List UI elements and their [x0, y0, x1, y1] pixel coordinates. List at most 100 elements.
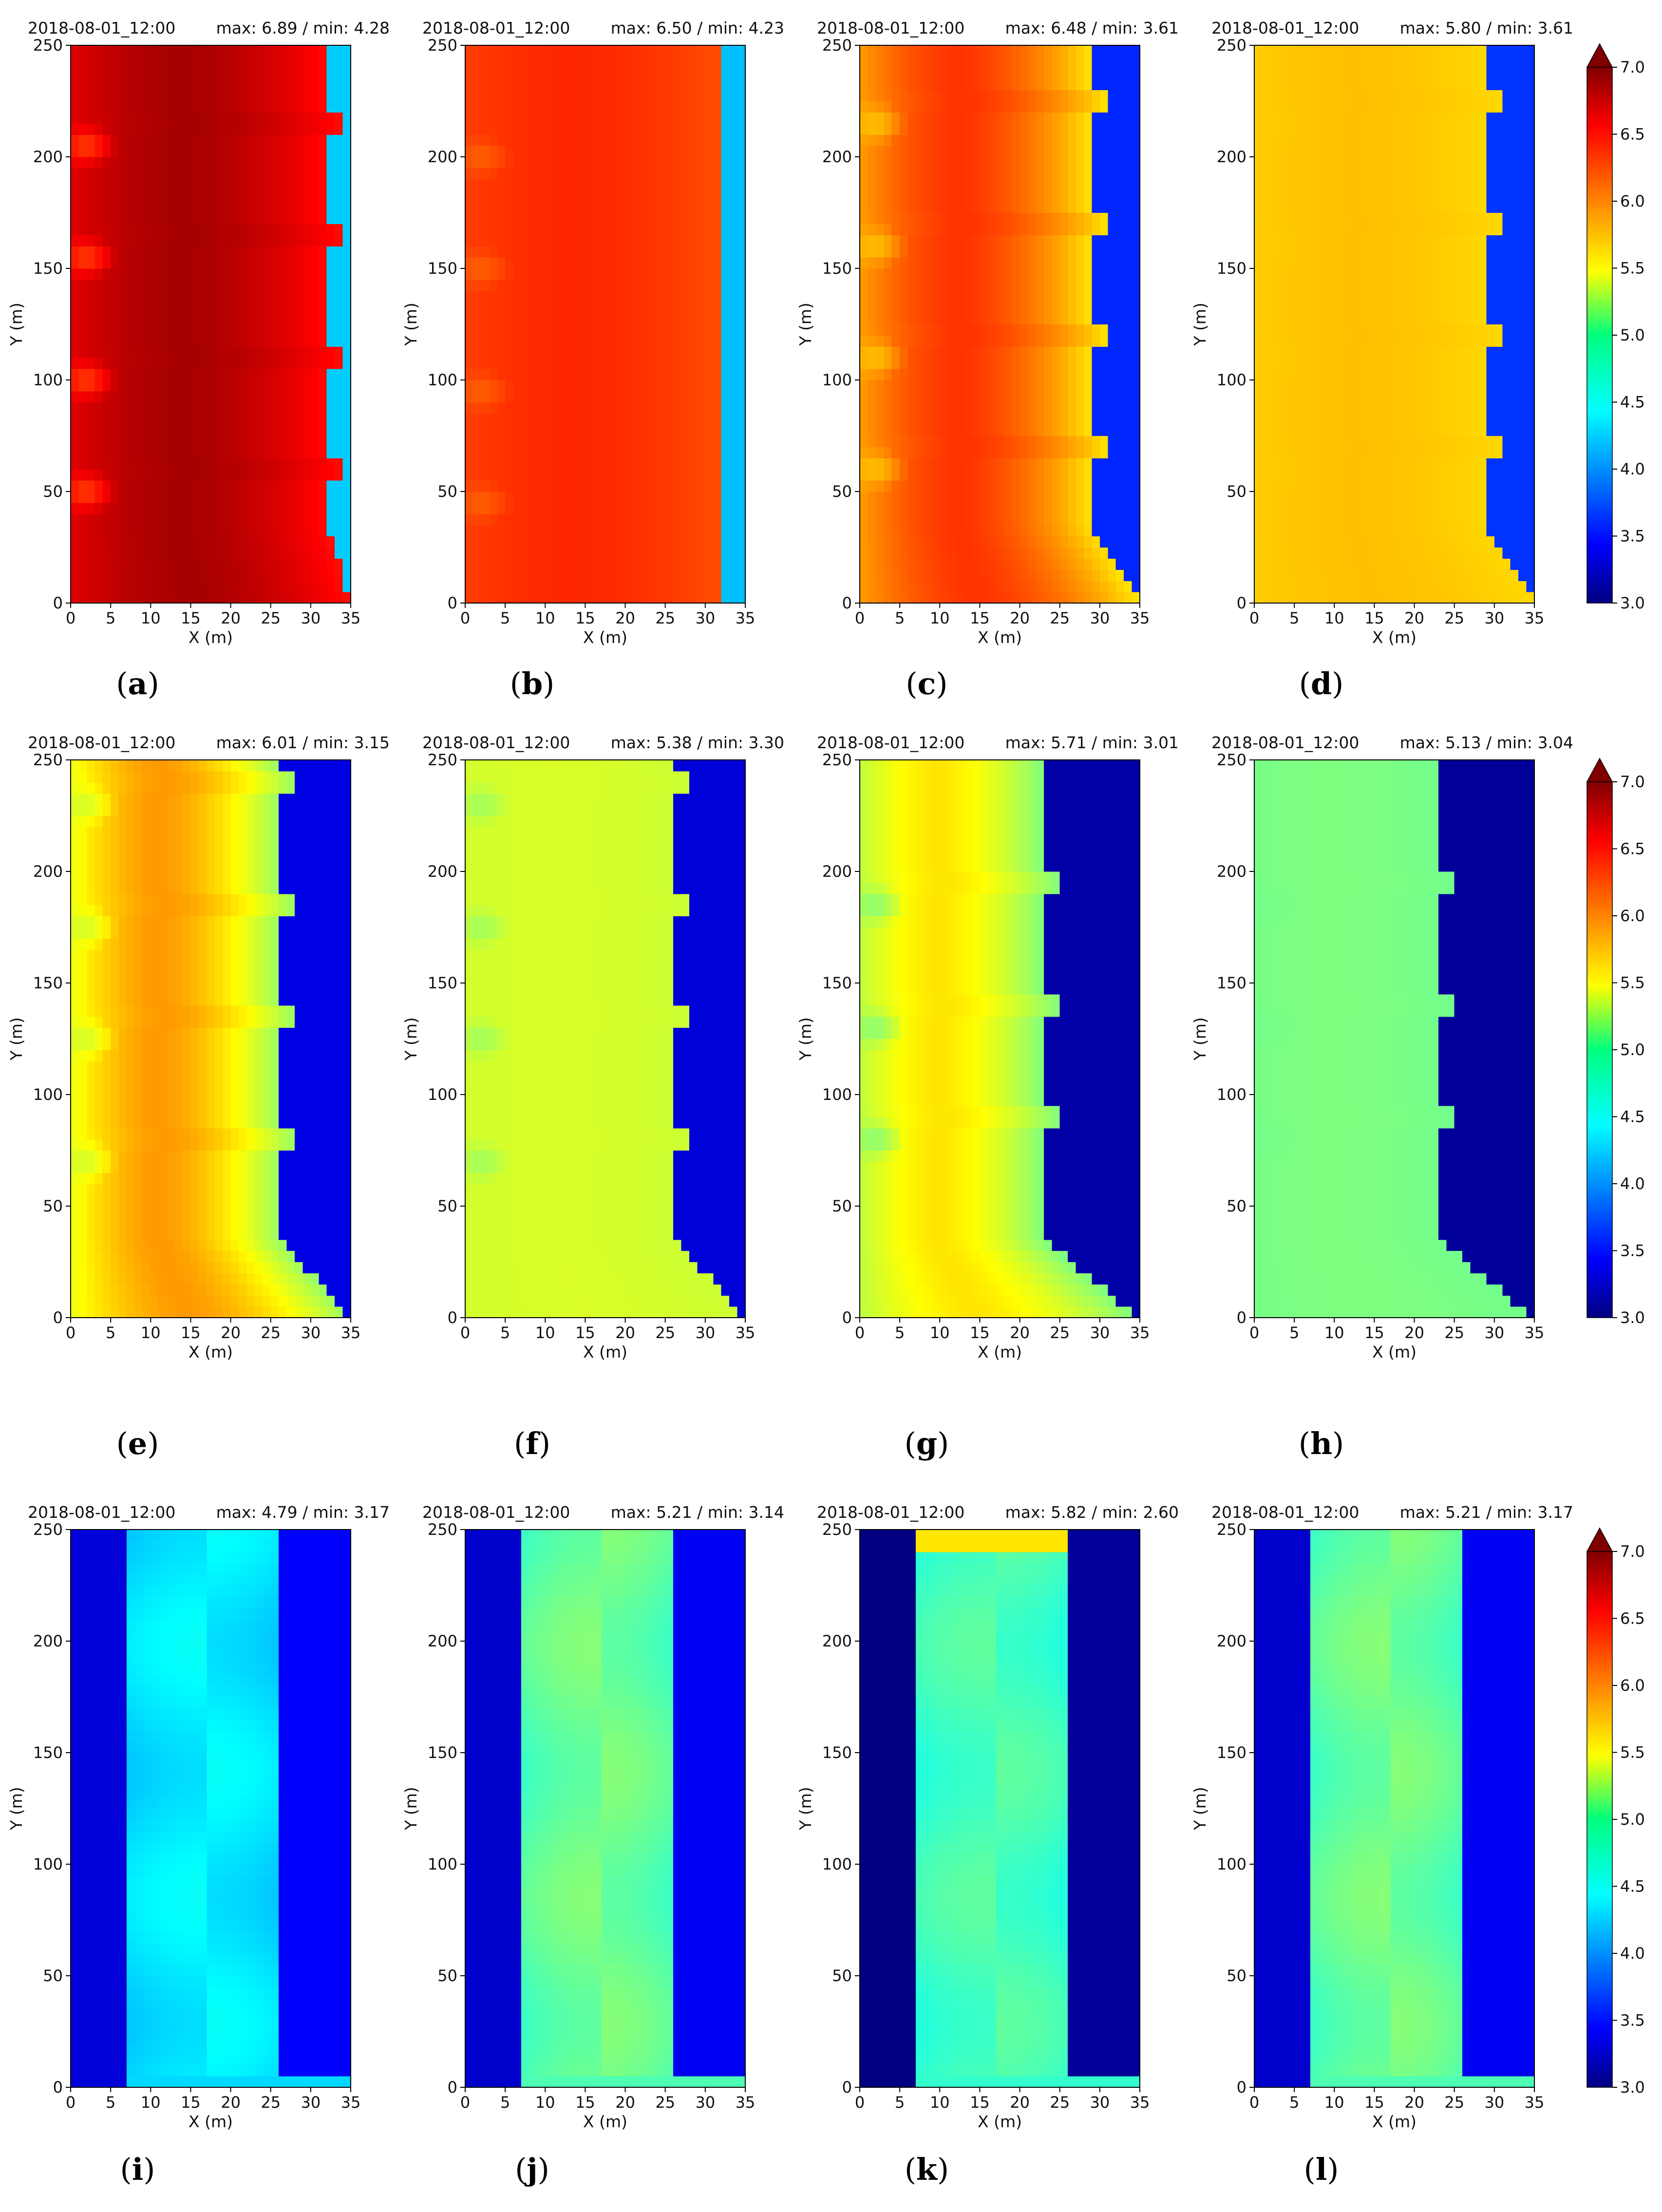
heatmap-cell [111, 469, 119, 481]
heatmap-cell [1099, 424, 1108, 436]
heatmap-cell [561, 246, 570, 258]
heatmap-cell [987, 290, 996, 302]
heatmap-cell [907, 469, 916, 481]
heatmap-cell [705, 302, 714, 314]
heatmap-cell [174, 380, 183, 392]
heatmap-cell [545, 279, 554, 291]
heatmap-cell [497, 279, 506, 291]
heatmap-cell [513, 224, 522, 235]
heatmap-cell [489, 358, 498, 369]
heatmap-cell [916, 502, 925, 514]
heatmap-cell [310, 67, 319, 79]
heatmap-cell [71, 402, 79, 414]
heatmap-cell [335, 513, 343, 526]
heatmap-cell [1028, 581, 1037, 592]
heatmap-cell [174, 56, 183, 68]
heatmap-cell [609, 380, 618, 392]
heatmap-cell [497, 168, 506, 180]
heatmap-cell [1036, 447, 1044, 458]
heatmap-cell [900, 469, 908, 481]
heatmap-cell [657, 268, 666, 280]
heatmap-cell [561, 179, 570, 191]
heatmap-cell [1068, 358, 1077, 369]
heatmap-cell [207, 569, 215, 581]
heatmap-cell [1099, 547, 1108, 559]
heatmap-cell [513, 558, 522, 570]
heatmap-cell [868, 525, 876, 537]
heatmap-cell [1059, 492, 1068, 503]
heatmap-cell [907, 536, 916, 548]
heatmap-cell [860, 391, 869, 403]
heatmap-cell [86, 435, 95, 447]
heatmap-cell [342, 246, 351, 258]
heatmap-cell [190, 201, 199, 213]
heatmap-cell [342, 558, 351, 570]
heatmap-cell [617, 435, 626, 447]
heatmap-cell [529, 179, 538, 191]
heatmap-cell [465, 502, 474, 514]
heatmap-cell [111, 358, 119, 369]
heatmap-cell [279, 447, 287, 458]
heatmap-cell [270, 212, 279, 224]
heatmap-cell [134, 592, 143, 604]
heatmap-cell [214, 391, 223, 403]
heatmap-cell [601, 592, 610, 604]
heatmap-cell [127, 358, 135, 369]
heatmap-cell [900, 212, 908, 224]
heatmap-cell [521, 435, 530, 447]
heatmap-cell [214, 146, 223, 157]
heatmap-cell [263, 179, 271, 191]
heatmap-cell [884, 369, 892, 380]
heatmap-cell [987, 190, 996, 202]
heatmap-cell [1020, 424, 1028, 436]
heatmap-cell [649, 290, 658, 302]
heatmap-cell [940, 424, 948, 436]
heatmap-cell [1099, 558, 1108, 570]
heatmap-cell [1108, 402, 1116, 414]
heatmap-cell [980, 558, 988, 570]
heatmap-cell [963, 235, 972, 246]
heatmap-cell [657, 101, 666, 113]
heatmap-cell [875, 502, 884, 514]
heatmap-cell [665, 513, 674, 526]
heatmap-cell [665, 201, 674, 213]
heatmap-cell [673, 279, 682, 291]
heatmap-cell [513, 569, 522, 581]
heatmap-cell [142, 45, 151, 57]
heatmap-cell [302, 157, 311, 169]
heatmap-cell [174, 190, 183, 202]
heatmap-cell [585, 458, 594, 470]
heatmap-cell [875, 335, 884, 347]
heatmap-cell [681, 123, 690, 135]
heatmap-cell [665, 246, 674, 258]
heatmap-cell [940, 469, 948, 481]
heatmap-cell [689, 101, 698, 113]
heatmap-cell [1108, 290, 1116, 302]
heatmap-cell [553, 581, 562, 592]
heatmap-cell [545, 123, 554, 135]
heatmap-cell [891, 268, 900, 280]
heatmap-cell [263, 469, 271, 481]
heatmap-cell [167, 469, 175, 481]
heatmap-cell [310, 592, 319, 604]
heatmap-cell [190, 224, 199, 235]
y-tick-label: 100 [428, 371, 457, 389]
heatmap-cell [940, 458, 948, 470]
heatmap-cell [729, 346, 738, 358]
heatmap-cell [1059, 413, 1068, 425]
heatmap-cell [151, 123, 159, 135]
heatmap-cell [134, 458, 143, 470]
x-tick-label: 5 [500, 609, 510, 627]
heatmap-cell [875, 212, 884, 224]
heatmap-cell [270, 413, 279, 425]
heatmap-cell [916, 547, 925, 559]
heatmap-cell [649, 447, 658, 458]
heatmap-cell [940, 447, 948, 458]
heatmap-cell [473, 358, 482, 369]
heatmap-cell [151, 224, 159, 235]
heatmap-cell [561, 67, 570, 79]
heatmap-cell [94, 146, 103, 157]
heatmap-cell [326, 424, 335, 436]
heatmap-cell [1099, 346, 1108, 358]
heatmap-cell [1092, 369, 1100, 380]
